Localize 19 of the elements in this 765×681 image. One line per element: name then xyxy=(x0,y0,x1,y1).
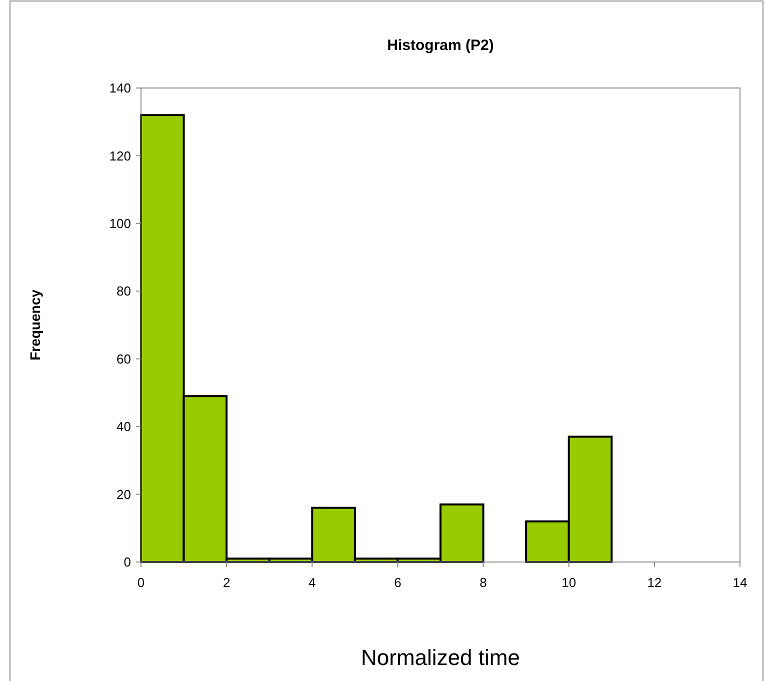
y-tick-label: 100 xyxy=(109,216,131,231)
y-tick-label: 20 xyxy=(116,486,131,502)
chart-title: Histogram (P2) xyxy=(387,37,494,54)
x-tick-label: 6 xyxy=(394,575,402,590)
y-tick-label: 40 xyxy=(116,419,131,434)
y-tick-label: 140 xyxy=(109,80,131,96)
x-tick-label: 12 xyxy=(647,575,662,590)
y-tick-label: 60 xyxy=(116,351,131,366)
x-tick-label: 10 xyxy=(562,575,576,590)
x-tick-label: 8 xyxy=(480,575,487,590)
y-tick-label: 120 xyxy=(109,148,131,164)
x-tick-label: 4 xyxy=(308,575,316,590)
x-tick-label: 14 xyxy=(732,575,748,590)
x-axis-title: Normalized time xyxy=(361,645,520,670)
x-tick-label: 2 xyxy=(222,575,230,590)
y-tick-label: 0 xyxy=(124,554,131,570)
y-tick-label: 80 xyxy=(116,284,131,299)
y-axis-title: Frequency xyxy=(27,289,43,360)
x-tick-label: 0 xyxy=(137,575,145,590)
